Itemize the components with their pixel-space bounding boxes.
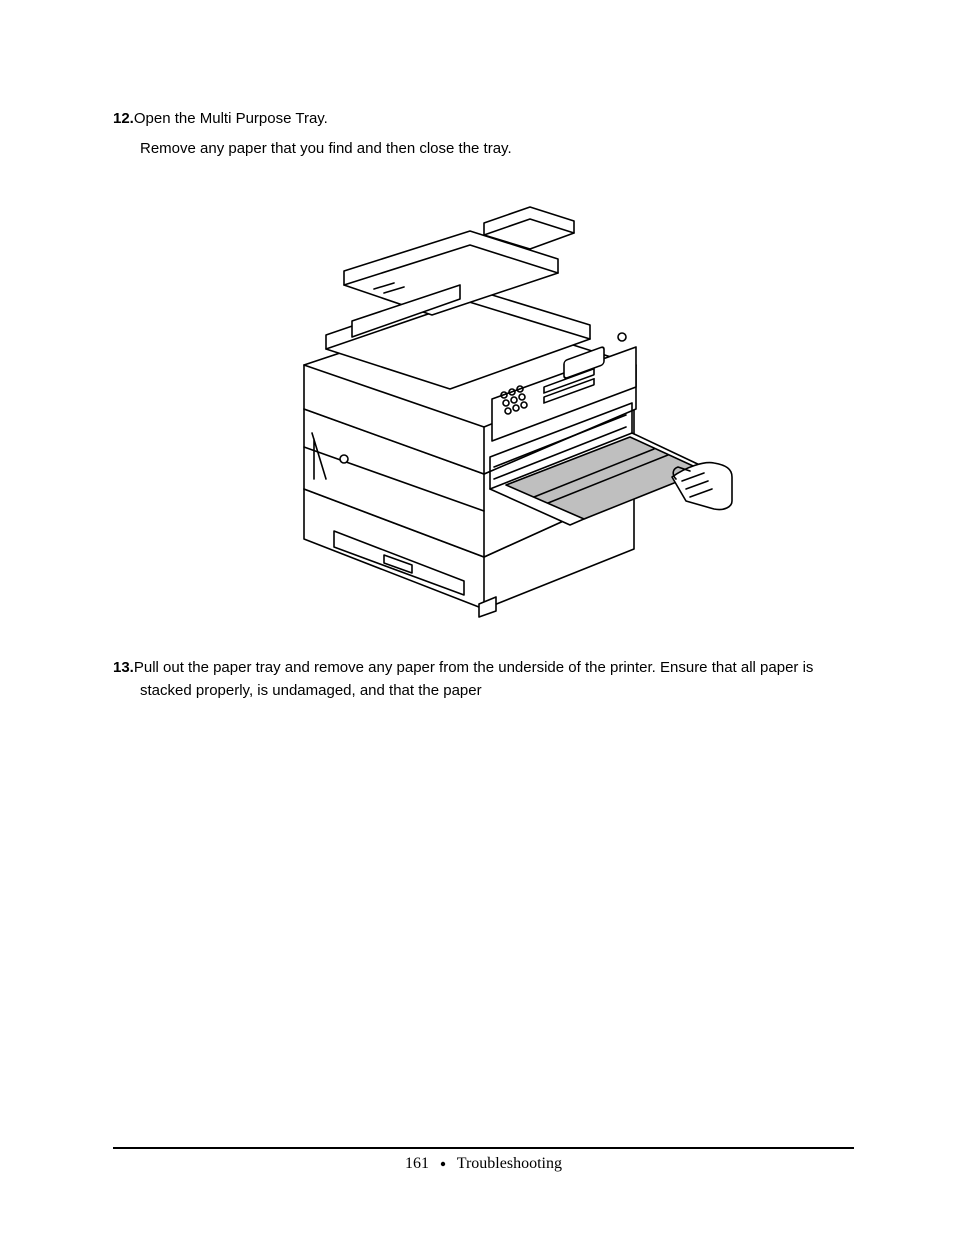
- footer-bullet-icon: [439, 1155, 447, 1173]
- step-12-number: 12.: [113, 110, 134, 127]
- step-12: 12.Open the Multi Purpose Tray. Remove a…: [113, 110, 854, 157]
- page-footer: 161 Troubleshooting: [113, 1147, 854, 1173]
- step-12-sub: Remove any paper that you find and then …: [140, 140, 854, 157]
- step-13: 13.Pull out the paper tray and remove an…: [113, 656, 854, 703]
- footer-section: Troubleshooting: [457, 1155, 562, 1172]
- step-13-text: Pull out the paper tray and remove any p…: [134, 659, 814, 699]
- step-13-body: 13.Pull out the paper tray and remove an…: [140, 656, 854, 703]
- step-13-number: 13.: [113, 659, 134, 676]
- footer-rule: [113, 1147, 854, 1149]
- page: 12.Open the Multi Purpose Tray. Remove a…: [0, 0, 954, 1235]
- footer-text: 161 Troubleshooting: [113, 1155, 854, 1173]
- page-number: 161: [405, 1155, 429, 1172]
- figure-wrap: [113, 189, 854, 624]
- printer-illustration-icon: [234, 189, 734, 619]
- step-12-title: Open the Multi Purpose Tray.: [134, 110, 328, 127]
